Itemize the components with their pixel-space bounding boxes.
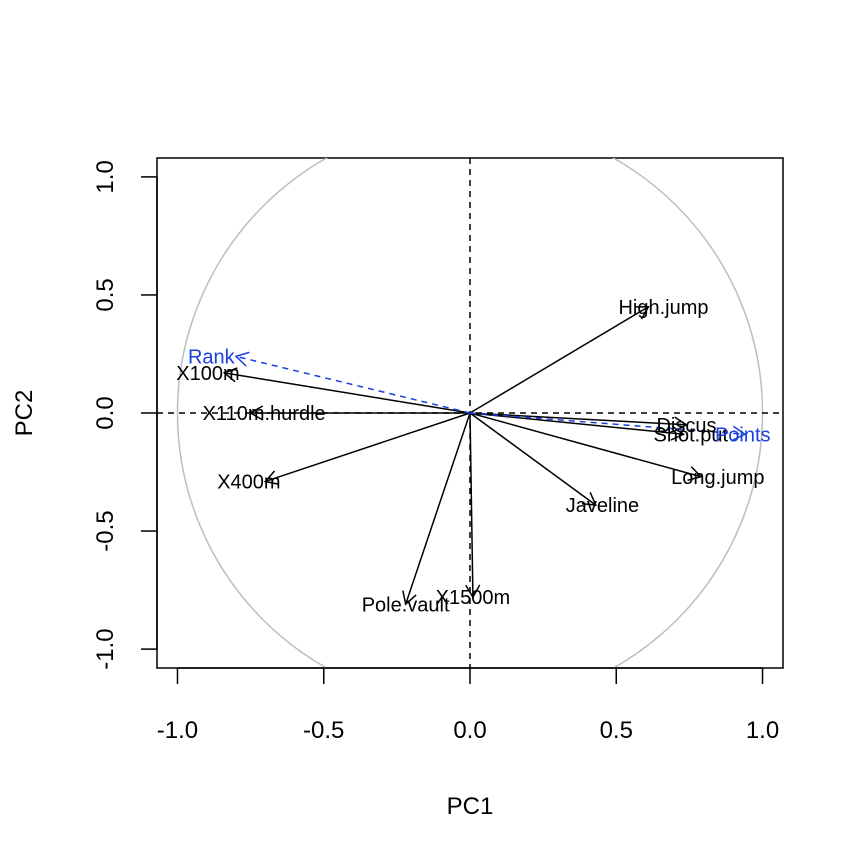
y-tick-label: 1.0 [92,160,119,193]
variable-label-x400m: X400m [217,471,280,493]
variable-arrow-x1500m [465,412,481,599]
variable-label-x1500m: X1500m [436,587,511,609]
variable-arrow-x110m-hurdle [249,405,470,421]
y-tick-label: -0.5 [92,510,119,551]
variable-label-rank: Rank [188,346,236,368]
y-tick-label: -1.0 [92,628,119,669]
y-axis-title: PC2 [11,390,38,437]
x-tick-label: 1.0 [746,717,779,744]
variable-arrow-rank [234,351,471,414]
variable-label-discus: Discus [656,415,716,437]
variable-arrow-x400m [263,412,471,486]
variable-arrow-x100m [222,367,471,414]
x-tick-label: 0.5 [600,717,633,744]
x-axis-title: PC1 [447,793,494,820]
plot-area [157,158,783,668]
variable-labels: X100m X110m.hurdle X400m High.jump DiscusSho… [176,297,770,617]
x-tick-label: 0.0 [453,717,486,744]
variable-arrow-discus [469,412,688,432]
variable-arrow-points [469,412,747,441]
x-tick-label: -0.5 [303,717,344,744]
variable-label-shot-put: Shot.put [654,424,729,446]
x-axis: -1.0 -0.5 0.0 0.5 1.0 [157,667,779,744]
variable-arrow-pole-vault [402,412,471,606]
y-tick-label: 0.5 [92,278,119,311]
variable-label-high-jump: High.jump [618,297,708,319]
variable-arrow-long-jump [469,412,703,481]
variable-label-pole-vault: Pole.vault [362,594,450,616]
variable-arrow-high-jump [469,305,650,414]
variable-arrow-javeline [469,412,597,506]
y-tick-label: 0.0 [92,396,119,429]
x-tick-label: -1.0 [157,717,198,744]
variable-label-long-jump: Long.jump [671,467,764,489]
variable-label-x100m: X100m [176,363,239,385]
variable-label-x110m-hurdle: X110m.hurdle [203,403,326,425]
y-axis: -1.0 -0.5 0.0 0.5 1.0 [92,160,158,670]
variable-arrows [222,305,747,606]
variable-arrow-shot-put [469,412,686,441]
variable-label-javeline: Javeline [566,495,639,517]
variable-label-points: Points [715,424,771,446]
